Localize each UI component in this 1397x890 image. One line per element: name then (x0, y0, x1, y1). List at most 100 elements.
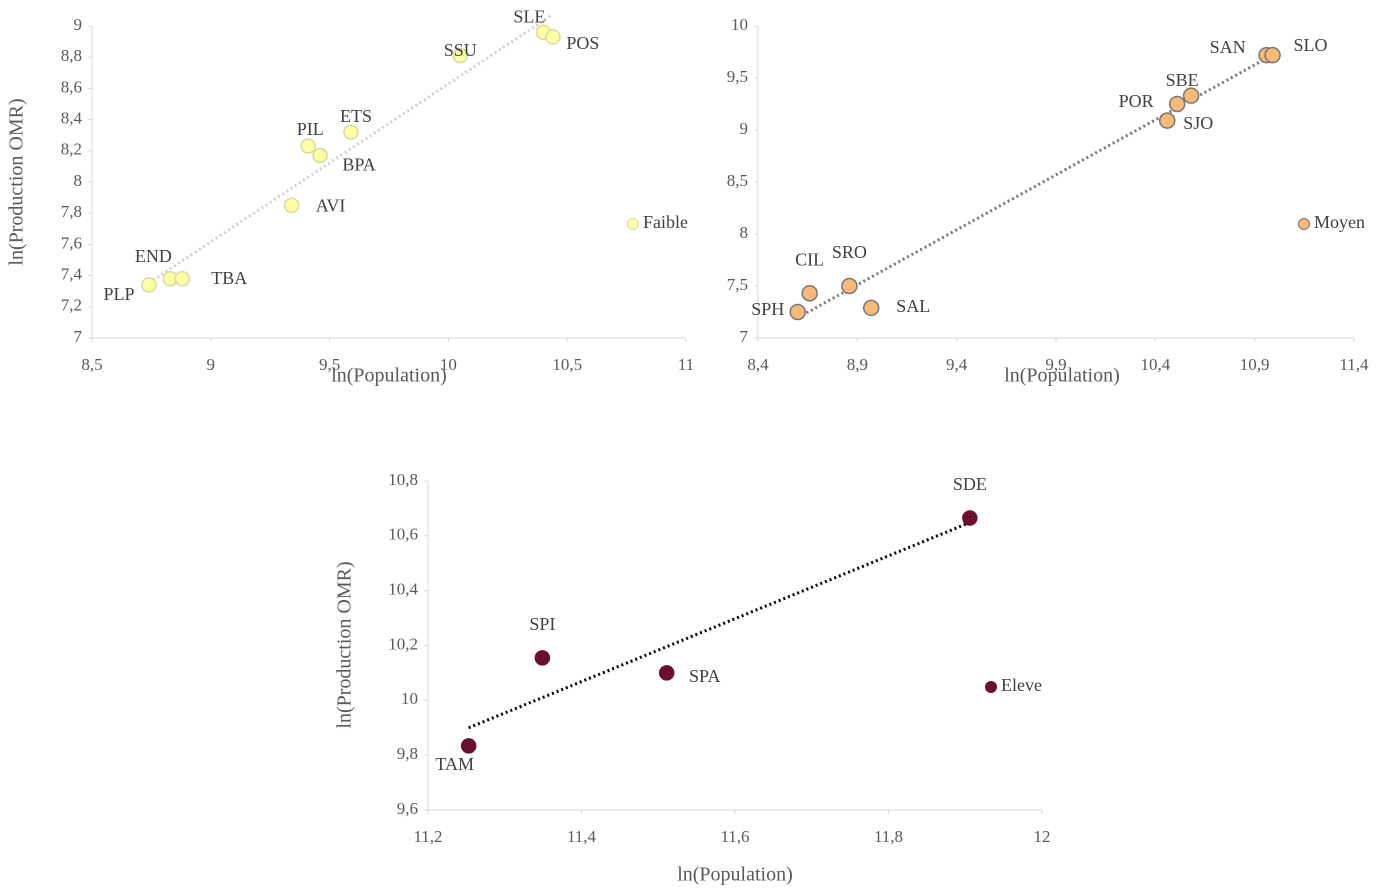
data-point (300, 138, 316, 154)
point-label: SPA (689, 666, 720, 686)
x-tick-label: 11,2 (413, 827, 442, 846)
y-tick-label: 7 (74, 327, 83, 346)
point-label: SPI (529, 614, 555, 634)
x-tick-label: 10,5 (552, 355, 582, 374)
y-tick-label: 8,6 (61, 77, 82, 96)
y-tick-label: 9,5 (727, 67, 748, 86)
point-label: POS (566, 33, 599, 53)
point-label: PLP (104, 284, 135, 304)
y-tick-label: 10,8 (388, 470, 418, 489)
legend-label: Faible (643, 212, 688, 232)
point-label: PIL (297, 119, 324, 139)
trendline (797, 53, 1274, 320)
y-tick-label: 10,4 (388, 580, 418, 599)
data-point (283, 197, 300, 214)
y-tick-label: 8 (74, 171, 83, 190)
x-tick-label: 11,4 (567, 827, 597, 846)
point-label: SDE (953, 474, 987, 494)
data-point (1182, 87, 1200, 104)
data-point (534, 650, 551, 666)
point-label: SSU (444, 40, 477, 60)
point-label: TAM (435, 754, 474, 774)
x-tick-label: 11,8 (874, 827, 903, 846)
x-tick-label: 8,5 (81, 355, 102, 374)
x-tick-label: 9,4 (946, 355, 968, 374)
data-point (789, 303, 806, 321)
data-point (962, 510, 978, 526)
x-axis-title: ln(Population) (677, 864, 793, 886)
data-point (801, 285, 818, 302)
x-tick-label: 9 (207, 355, 216, 374)
point-label: SAL (896, 296, 930, 316)
y-tick-label: 8 (740, 223, 749, 242)
data-point (343, 124, 359, 140)
y-tick-label: 7,6 (61, 233, 82, 252)
y-tick-label: 10 (731, 15, 748, 34)
point-label: ETS (340, 106, 372, 126)
y-tick-label: 8,4 (61, 109, 83, 128)
x-tick-label: 10 (440, 355, 457, 374)
legend-label: Moyen (1314, 212, 1365, 232)
point-label: SRO (832, 242, 867, 262)
point-label: CIL (795, 249, 824, 269)
y-axis-title: ln(Production OMR) (334, 561, 356, 728)
data-point (1264, 46, 1281, 64)
data-point (174, 270, 191, 287)
legend-marker (627, 218, 639, 230)
x-tick-label: 10,9 (1240, 355, 1270, 374)
y-tick-label: 10,6 (388, 525, 418, 544)
y-tick-label: 9,6 (397, 799, 418, 818)
trendline (148, 13, 554, 285)
trendline (468, 521, 971, 730)
y-tick-label: 7 (740, 327, 749, 346)
x-tick-label: 11,4 (1339, 355, 1369, 374)
point-label: SPH (751, 299, 784, 319)
x-tick-label: 9,9 (1045, 355, 1066, 374)
y-tick-label: 7,5 (727, 275, 748, 294)
data-point (1168, 95, 1186, 113)
data-point (141, 277, 157, 293)
x-tick-label: 9,5 (319, 355, 340, 374)
point-label: TBA (211, 268, 247, 288)
y-tick-label: 8,2 (61, 140, 82, 159)
data-point (841, 277, 858, 295)
x-tick-label: 8,4 (747, 355, 769, 374)
y-tick-label: 10,2 (388, 634, 418, 653)
legend-marker (1298, 218, 1310, 230)
y-tick-label: 8,8 (61, 46, 82, 65)
point-label: POR (1119, 91, 1154, 111)
data-point (545, 29, 561, 45)
x-tick-label: 12 (1034, 827, 1051, 846)
y-tick-label: 7,8 (61, 202, 82, 221)
x-tick-label: 8,9 (847, 355, 868, 374)
y-tick-label: 9 (74, 15, 83, 34)
y-tick-label: 9 (740, 119, 749, 138)
legend-marker (985, 681, 997, 693)
data-point (460, 738, 477, 754)
y-tick-label: 10 (401, 689, 418, 708)
y-axis-title: ln(Production OMR) (6, 98, 28, 265)
point-label: AVI (316, 196, 346, 216)
x-axis-title: ln(Population) (331, 365, 447, 387)
point-label: SJO (1183, 113, 1213, 133)
x-axis-title: ln(Population) (1004, 365, 1120, 387)
y-tick-label: 7,4 (61, 265, 83, 284)
x-tick-label: 11 (678, 355, 694, 374)
point-label: SLE (513, 6, 545, 26)
point-label: SLO (1294, 35, 1328, 55)
data-point (1159, 112, 1176, 129)
point-label: END (135, 246, 172, 266)
x-tick-label: 11,6 (720, 827, 749, 846)
point-label: SBE (1166, 70, 1199, 90)
y-tick-label: 7,2 (61, 296, 82, 315)
x-tick-label: 10,4 (1140, 355, 1170, 374)
data-point (312, 147, 328, 164)
data-point (658, 665, 675, 681)
y-tick-label: 9,8 (397, 744, 418, 763)
legend-label: Eleve (1001, 675, 1042, 695)
y-tick-label: 8,5 (727, 171, 748, 190)
data-point (452, 47, 469, 64)
point-label: BPA (342, 155, 375, 175)
data-point (862, 299, 880, 317)
